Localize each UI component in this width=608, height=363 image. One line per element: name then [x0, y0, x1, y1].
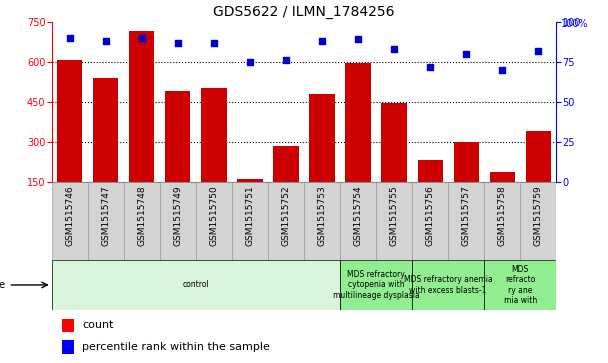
Text: GSM1515759: GSM1515759 — [534, 185, 543, 246]
Point — [461, 51, 471, 57]
Bar — [418, 160, 443, 221]
Bar — [304, 182, 340, 260]
Bar — [165, 91, 190, 221]
Bar — [376, 182, 412, 260]
Point — [245, 59, 255, 65]
Bar — [62, 319, 74, 332]
Bar — [232, 182, 268, 260]
Text: GSM1515753: GSM1515753 — [317, 185, 326, 246]
Bar — [93, 78, 119, 221]
Bar — [484, 182, 520, 260]
Bar — [274, 146, 299, 221]
Bar — [340, 260, 412, 310]
Bar — [62, 340, 74, 354]
Text: control: control — [182, 281, 209, 289]
Bar — [160, 182, 196, 260]
Point — [101, 38, 111, 44]
Text: GSM1515751: GSM1515751 — [246, 185, 254, 246]
Point — [137, 35, 147, 41]
Bar — [412, 260, 484, 310]
Bar — [526, 131, 551, 221]
Text: GSM1515754: GSM1515754 — [354, 185, 362, 246]
Text: 100%: 100% — [561, 19, 588, 29]
Text: GSM1515758: GSM1515758 — [498, 185, 506, 246]
Bar — [57, 60, 82, 221]
Bar — [454, 142, 479, 221]
Bar — [237, 179, 263, 221]
Bar — [489, 172, 515, 221]
Bar — [268, 182, 304, 260]
Bar — [129, 31, 154, 221]
Bar — [309, 94, 334, 221]
Bar — [52, 260, 340, 310]
Text: GSM1515749: GSM1515749 — [173, 185, 182, 246]
Bar — [345, 63, 371, 221]
Text: count: count — [82, 321, 114, 330]
Point — [389, 46, 399, 52]
Text: GSM1515755: GSM1515755 — [390, 185, 399, 246]
Text: GSM1515750: GSM1515750 — [209, 185, 218, 246]
Bar — [88, 182, 124, 260]
Bar — [340, 182, 376, 260]
Point — [281, 57, 291, 63]
Text: percentile rank within the sample: percentile rank within the sample — [82, 342, 270, 352]
Text: MDS refractory anemia
with excess blasts-1: MDS refractory anemia with excess blasts… — [404, 275, 492, 295]
Bar — [520, 182, 556, 260]
Bar — [412, 182, 448, 260]
Text: MDS refractory
cytopenia with
multilineage dysplasia: MDS refractory cytopenia with multilinea… — [333, 270, 420, 300]
Text: GSM1515747: GSM1515747 — [102, 185, 110, 246]
Point — [497, 67, 507, 73]
Bar — [448, 182, 484, 260]
Point — [426, 64, 435, 69]
Bar — [381, 103, 407, 221]
Text: GSM1515746: GSM1515746 — [65, 185, 74, 246]
Bar — [52, 182, 88, 260]
Text: MDS
refracto
ry ane
mia with: MDS refracto ry ane mia with — [503, 265, 537, 305]
Bar — [124, 182, 160, 260]
Text: GSM1515757: GSM1515757 — [461, 185, 471, 246]
Bar — [196, 182, 232, 260]
Bar — [201, 88, 227, 221]
Point — [209, 40, 219, 45]
Point — [173, 40, 183, 45]
Text: disease state: disease state — [0, 280, 5, 290]
Point — [353, 36, 363, 42]
Text: GSM1515748: GSM1515748 — [137, 185, 147, 246]
Bar — [484, 260, 556, 310]
Title: GDS5622 / ILMN_1784256: GDS5622 / ILMN_1784256 — [213, 5, 395, 19]
Text: GSM1515756: GSM1515756 — [426, 185, 435, 246]
Point — [317, 38, 327, 44]
Point — [533, 48, 543, 53]
Text: GSM1515752: GSM1515752 — [282, 185, 291, 246]
Point — [65, 35, 75, 41]
